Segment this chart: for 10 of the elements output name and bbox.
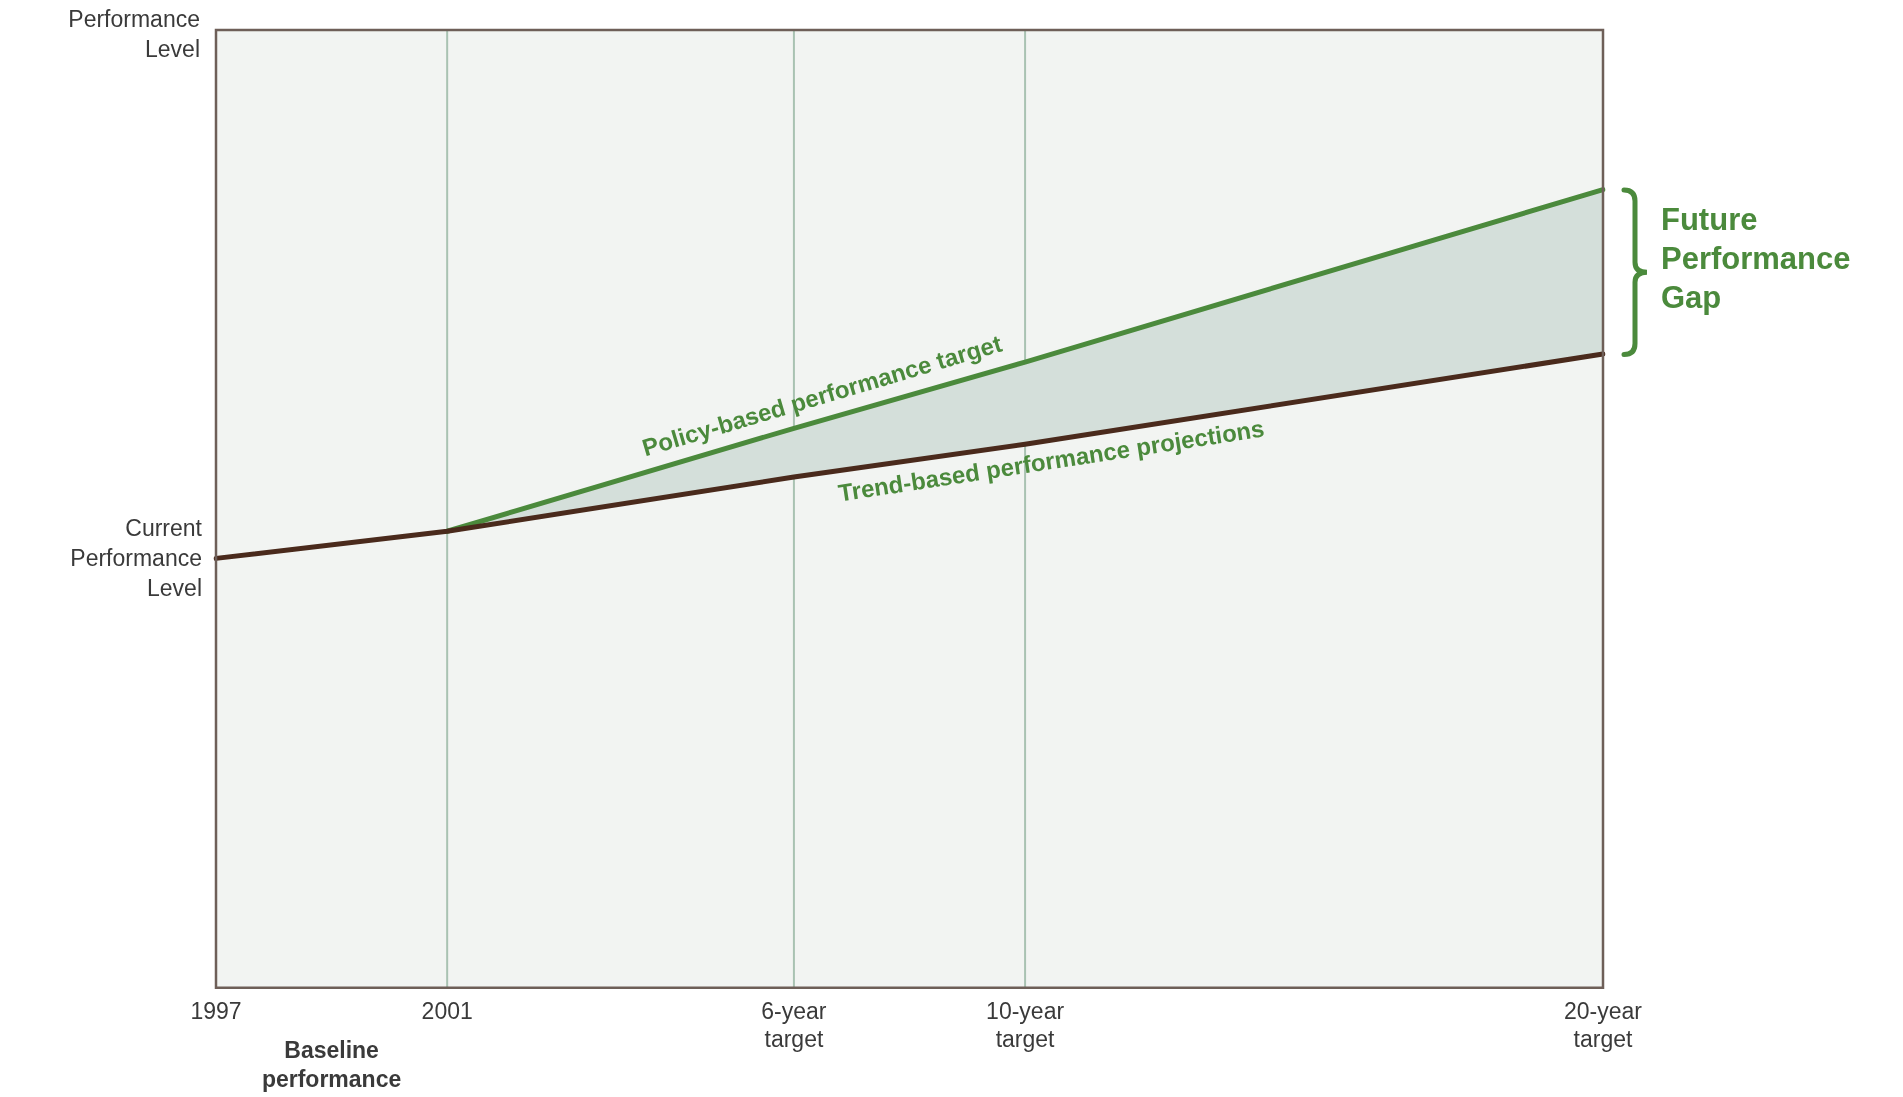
- x-tick-label: 1997: [190, 997, 242, 1024]
- x-tick-label: 20-year target: [1564, 997, 1643, 1052]
- text: Performance Level: [67, 5, 200, 64]
- x-tick-label: 2001: [421, 997, 473, 1024]
- x-tick-label: 10-year target: [986, 997, 1065, 1052]
- text: Future Performance Gap: [1661, 200, 1852, 317]
- x-tick-label: 6-year target: [761, 997, 827, 1052]
- annotation: Current Performance Level: [69, 514, 202, 604]
- text: Baseline performance: [260, 1035, 403, 1094]
- text: Trend-based performance projections: [836, 414, 1267, 507]
